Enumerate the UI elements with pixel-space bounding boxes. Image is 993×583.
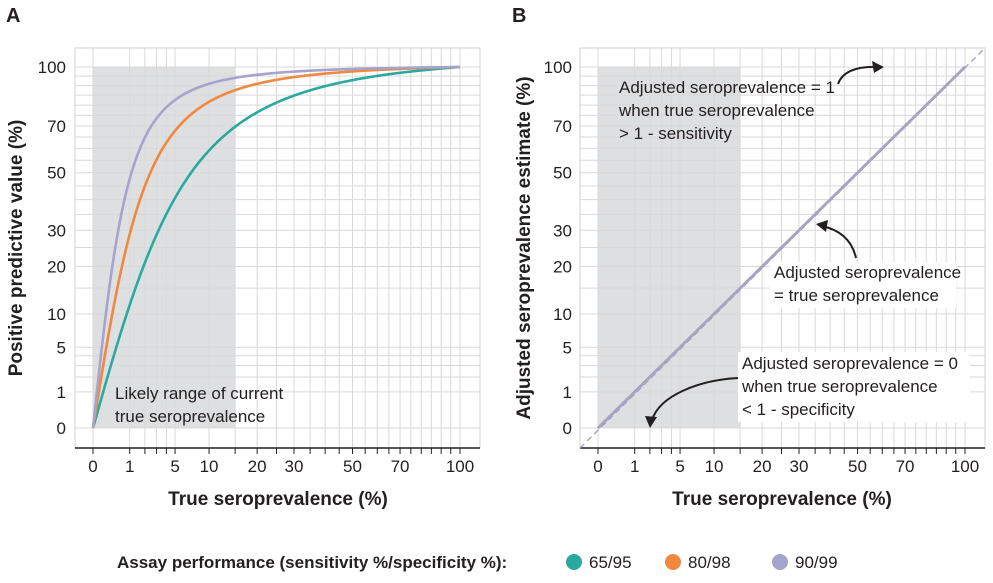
arrowhead bbox=[816, 220, 828, 232]
legend-swatch bbox=[566, 554, 582, 570]
legend-label: 80/98 bbox=[688, 553, 731, 572]
y-tick-label: 20 bbox=[47, 258, 66, 277]
legend-title: Assay performance (sensitivity %/specifi… bbox=[117, 553, 507, 572]
x-tick-label: 10 bbox=[705, 457, 724, 476]
series-line-65-95 bbox=[91, 65, 461, 429]
series-line-90-99 bbox=[597, 66, 966, 429]
x-tick-label: 0 bbox=[88, 457, 97, 476]
panel-B: 0 1 5 10 20 30 50 70 100 0 1 5 10 20 30 50 70 100 B True se… bbox=[512, 5, 986, 510]
x-tick-label: 20 bbox=[248, 457, 267, 476]
annotation-upper: Adjusted seroprevalence = 1 when true ser… bbox=[618, 61, 884, 143]
y-tick-label: 70 bbox=[47, 117, 66, 136]
x-tick-label: 100 bbox=[446, 457, 474, 476]
grid bbox=[75, 48, 480, 448]
y-tick-label: 20 bbox=[553, 258, 572, 277]
x-tick-label: 30 bbox=[790, 457, 809, 476]
legend-label: 65/95 bbox=[589, 553, 632, 572]
annotation-text: when true seroprevalence bbox=[741, 377, 938, 396]
annotation-lower: Adjusted seroprevalence = 0 when true ser… bbox=[645, 352, 970, 428]
annotation-text: Adjusted seroprevalence = 1 bbox=[619, 78, 835, 97]
x-tick-label: 30 bbox=[285, 457, 304, 476]
panel-letter: A bbox=[6, 5, 20, 27]
legend: Assay performance (sensitivity %/specifi… bbox=[117, 553, 838, 572]
x-tick-label: 100 bbox=[951, 457, 979, 476]
y-tick-label: 100 bbox=[544, 58, 572, 77]
y-tick-label: 0 bbox=[563, 419, 572, 438]
x-tick-label: 1 bbox=[125, 457, 134, 476]
annotation-likely-range: Likely range of current true seroprevalen… bbox=[115, 384, 283, 426]
legend-label: 90/99 bbox=[795, 553, 838, 572]
annotation-text: when true seroprevalence bbox=[618, 101, 815, 120]
y-tick-label: 30 bbox=[553, 221, 572, 240]
y-tick-label: 5 bbox=[563, 338, 572, 357]
y-tick-label: 100 bbox=[38, 58, 66, 77]
x-tick-label: 70 bbox=[391, 457, 410, 476]
series-group bbox=[91, 65, 461, 429]
x-tick-label: 0 bbox=[593, 457, 602, 476]
annotation-text: < 1 - specificity bbox=[742, 400, 855, 419]
x-tick-label: 70 bbox=[896, 457, 915, 476]
y-tick-label: 30 bbox=[47, 221, 66, 240]
y-axis-title: Positive predictive value (%) bbox=[6, 120, 27, 377]
panel-letter: B bbox=[512, 5, 526, 27]
x-tick-label: 20 bbox=[753, 457, 772, 476]
annotation-middle: Adjusted seroprevalence = true seropreval… bbox=[770, 220, 961, 308]
x-tick-label: 5 bbox=[170, 457, 179, 476]
y-tick-label: 70 bbox=[553, 117, 572, 136]
arrowhead bbox=[872, 61, 884, 73]
series-line-90-99 bbox=[91, 65, 461, 429]
annotation-bg bbox=[770, 262, 956, 308]
arrowhead bbox=[645, 416, 657, 428]
y-tick-label: 1 bbox=[57, 383, 66, 402]
x-tick-label: 50 bbox=[343, 457, 362, 476]
annotation-text: Adjusted seroprevalence bbox=[774, 263, 961, 282]
y-axis-title: Adjusted seroprevalence estimate (%) bbox=[514, 76, 535, 419]
series-group bbox=[597, 66, 966, 429]
y-tick-label: 10 bbox=[47, 305, 66, 324]
annotation-arrow bbox=[821, 225, 857, 259]
annotation-text: > 1 - sensitivity bbox=[619, 124, 732, 143]
annotation-text: Likely range of current bbox=[115, 384, 283, 403]
x-axis-title: True seroprevalence (%) bbox=[672, 489, 892, 510]
x-tick-label: 5 bbox=[675, 457, 684, 476]
y-tick-label: 10 bbox=[553, 305, 572, 324]
y-tick-label: 1 bbox=[563, 383, 572, 402]
x-tick-label: 1 bbox=[630, 457, 639, 476]
annotation-bg bbox=[738, 352, 970, 422]
x-tick-label: 10 bbox=[200, 457, 219, 476]
panel-A: 0 1 5 10 20 30 50 70 100 0 1 5 10 20 30 50 70 100 A True se… bbox=[6, 5, 481, 510]
annotation-text: Adjusted seroprevalence = 0 bbox=[742, 354, 958, 373]
y-tick-label: 5 bbox=[57, 338, 66, 357]
legend-swatch bbox=[772, 554, 788, 570]
y-tick-label: 50 bbox=[47, 164, 66, 183]
x-tick-label: 50 bbox=[848, 457, 867, 476]
y-tick-label: 50 bbox=[553, 164, 572, 183]
x-axis-title: True seroprevalence (%) bbox=[168, 489, 388, 510]
legend-swatch bbox=[665, 554, 681, 570]
y-tick-label: 0 bbox=[57, 419, 66, 438]
annotation-text: = true seroprevalence bbox=[774, 286, 939, 305]
annotation-arrow bbox=[651, 377, 739, 421]
annotation-text: true seroprevalence bbox=[115, 407, 265, 426]
